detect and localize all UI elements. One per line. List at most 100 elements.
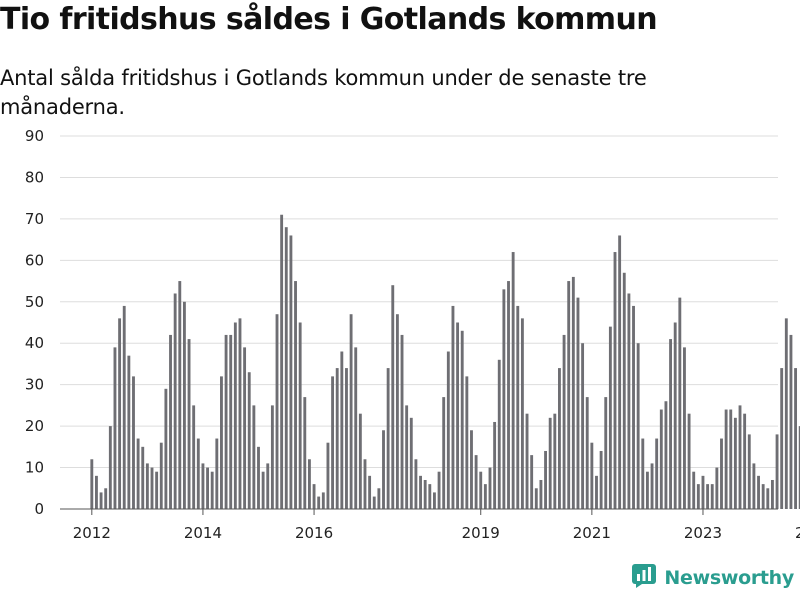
- bar: [710, 484, 714, 509]
- bar: [780, 368, 784, 509]
- bar: [419, 475, 422, 509]
- bar: [525, 413, 529, 509]
- bar: [567, 281, 571, 509]
- x-tick-label: 2014: [184, 524, 222, 542]
- bar: [770, 479, 774, 509]
- brand-logo: Newsworthy: [632, 564, 794, 592]
- chart-subtitle: Antal sålda fritidshus i Gotlands kommun…: [0, 66, 647, 119]
- bar: [683, 347, 686, 509]
- bar: [368, 475, 372, 509]
- bar: [349, 314, 353, 509]
- bar: [613, 252, 617, 510]
- bar: [118, 318, 122, 509]
- bar: [192, 405, 196, 509]
- bar: [576, 297, 580, 509]
- bar: [678, 297, 682, 509]
- bar: [775, 434, 779, 509]
- bar: [294, 281, 297, 509]
- bar: [534, 488, 538, 509]
- bar: [90, 459, 94, 509]
- bar: [669, 339, 672, 509]
- bar: [789, 334, 793, 509]
- bar: [224, 334, 228, 509]
- bar: [701, 475, 705, 509]
- bar: [182, 301, 186, 509]
- bar: [456, 322, 460, 509]
- x-tick-label: 2016: [295, 524, 333, 542]
- bar: [345, 368, 348, 509]
- bar: [363, 459, 367, 509]
- bar: [553, 413, 557, 509]
- bar: [664, 401, 668, 509]
- bar: [354, 347, 358, 509]
- bar: [618, 235, 622, 509]
- bar: [720, 438, 723, 509]
- bar: [215, 438, 219, 509]
- bar: [298, 322, 302, 509]
- bar: [465, 376, 469, 509]
- bar: [335, 368, 339, 509]
- bar: [632, 305, 635, 509]
- x-tick-label: 2023: [684, 524, 722, 542]
- bar: [470, 430, 473, 509]
- bar: [493, 421, 497, 509]
- bar: [178, 281, 182, 509]
- bar: [164, 388, 168, 509]
- bar: [798, 426, 800, 509]
- bar: [321, 492, 325, 509]
- bar: [247, 372, 251, 509]
- bar: [150, 467, 154, 509]
- x-axis: 2012 2014 2016 2019 2021 2023 2025: [60, 508, 800, 542]
- bar: [460, 330, 464, 509]
- bar: [331, 376, 335, 509]
- bar: [275, 314, 279, 509]
- bar: [233, 322, 237, 509]
- bar: [377, 488, 381, 509]
- bar: [571, 276, 575, 509]
- bar: [266, 463, 270, 509]
- bar: [395, 314, 399, 509]
- bar: [548, 417, 552, 509]
- bar: [451, 305, 455, 509]
- bar: [257, 446, 260, 509]
- bar: [173, 293, 177, 509]
- bar: [122, 305, 126, 509]
- bar: [650, 463, 654, 509]
- bar: [738, 405, 742, 509]
- y-tick-label: 40: [25, 334, 44, 352]
- bar: [405, 405, 409, 509]
- bar: [729, 409, 733, 509]
- bar: [502, 289, 506, 509]
- x-tick-label: 2012: [73, 524, 111, 542]
- bar: [715, 467, 719, 509]
- x-tick-label: 2025: [795, 524, 800, 542]
- brand-name: Newsworthy: [664, 567, 794, 589]
- chart-title: Tio fritidshus såldes i Gotlands kommun: [0, 2, 658, 37]
- bar: [201, 463, 205, 509]
- bar: [386, 368, 390, 509]
- bar: [687, 413, 691, 509]
- bar: [220, 376, 223, 509]
- bar: [391, 285, 395, 509]
- y-tick-label: 0: [34, 500, 44, 518]
- bar: [641, 438, 645, 509]
- bar: [562, 334, 566, 509]
- bar: [520, 318, 524, 509]
- bar: [479, 471, 483, 509]
- y-axis: 0 10 20 30 40 50 60 70 80 90: [25, 127, 44, 518]
- bar: [252, 405, 256, 509]
- y-tick-label: 50: [25, 293, 44, 311]
- bar: [724, 409, 728, 509]
- bar: [757, 475, 760, 509]
- bar: [442, 397, 446, 509]
- bar: [159, 442, 163, 509]
- bar: [692, 471, 696, 509]
- bar: [608, 326, 612, 509]
- bar: [145, 463, 149, 509]
- bar: [558, 368, 561, 509]
- bar: [229, 334, 233, 509]
- bar: [604, 397, 608, 509]
- bar: [155, 471, 159, 509]
- bar: [132, 376, 135, 509]
